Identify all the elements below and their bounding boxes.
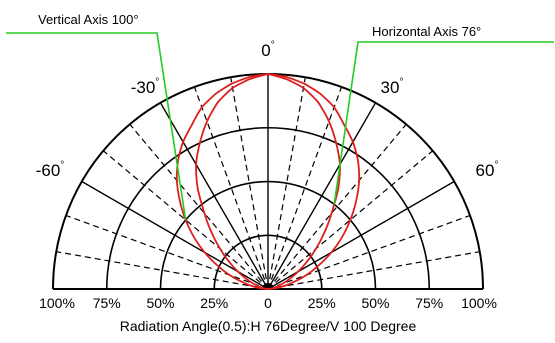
radial-tick-left: 50% — [146, 295, 174, 311]
degree-sign: ° — [60, 160, 64, 171]
spoke-dashed — [102, 150, 269, 290]
angle-label: -60° — [36, 160, 65, 180]
spoke-dashed — [193, 86, 269, 290]
spoke-dashed — [56, 251, 269, 290]
annotation-leader-0 — [6, 32, 187, 221]
spoke-dashed — [267, 86, 343, 290]
spoke-dashed — [267, 214, 471, 290]
radial-tick-left: 100% — [39, 295, 75, 311]
spoke-dashed — [230, 77, 269, 290]
series-curve-1 — [195, 73, 341, 290]
spoke-solid — [267, 102, 377, 290]
degree-sign: ° — [271, 40, 275, 51]
degree-sign: ° — [155, 77, 159, 88]
annotations: Vertical Axis 100° Horizontal Axis 76° — [6, 12, 554, 221]
spoke-dashed — [65, 214, 269, 290]
annotation-label-0: Vertical Axis 100° — [38, 12, 139, 27]
radial-tick-center: 0 — [264, 295, 272, 311]
degree-sign: ° — [494, 160, 498, 171]
spoke-solid — [159, 102, 269, 290]
radial-tick-left: 25% — [200, 295, 228, 311]
angle-label: 60° — [476, 160, 499, 180]
angle-label: 0° — [261, 40, 274, 60]
curves — [175, 73, 361, 290]
polar-grid — [52, 73, 484, 290]
spoke-dashed — [267, 150, 434, 290]
spoke-dashed — [267, 251, 480, 290]
radial-tick-right: 25% — [308, 295, 336, 311]
angle-label: -30° — [131, 77, 160, 97]
chart-caption: Radiation Angle(0.5):H 76Degree/V 100 De… — [120, 318, 417, 334]
labels: -60° -30° 0° 30° 60° 100% 75% 50% 25% 0 25% 50% 75% 1… — [36, 40, 499, 311]
radial-tick-left: 75% — [93, 295, 121, 311]
annotation-leader-1 — [333, 41, 554, 205]
radial-tick-right: 75% — [415, 295, 443, 311]
angle-label: 30° — [381, 77, 404, 97]
degree-sign: ° — [399, 77, 403, 88]
radial-tick-right: 50% — [361, 295, 389, 311]
spoke-dashed — [267, 123, 407, 290]
spoke-dashed — [267, 77, 306, 290]
radial-tick-right: 100% — [461, 295, 497, 311]
spoke-dashed — [129, 123, 269, 290]
annotation-label-1: Horizontal Axis 76° — [372, 24, 481, 39]
